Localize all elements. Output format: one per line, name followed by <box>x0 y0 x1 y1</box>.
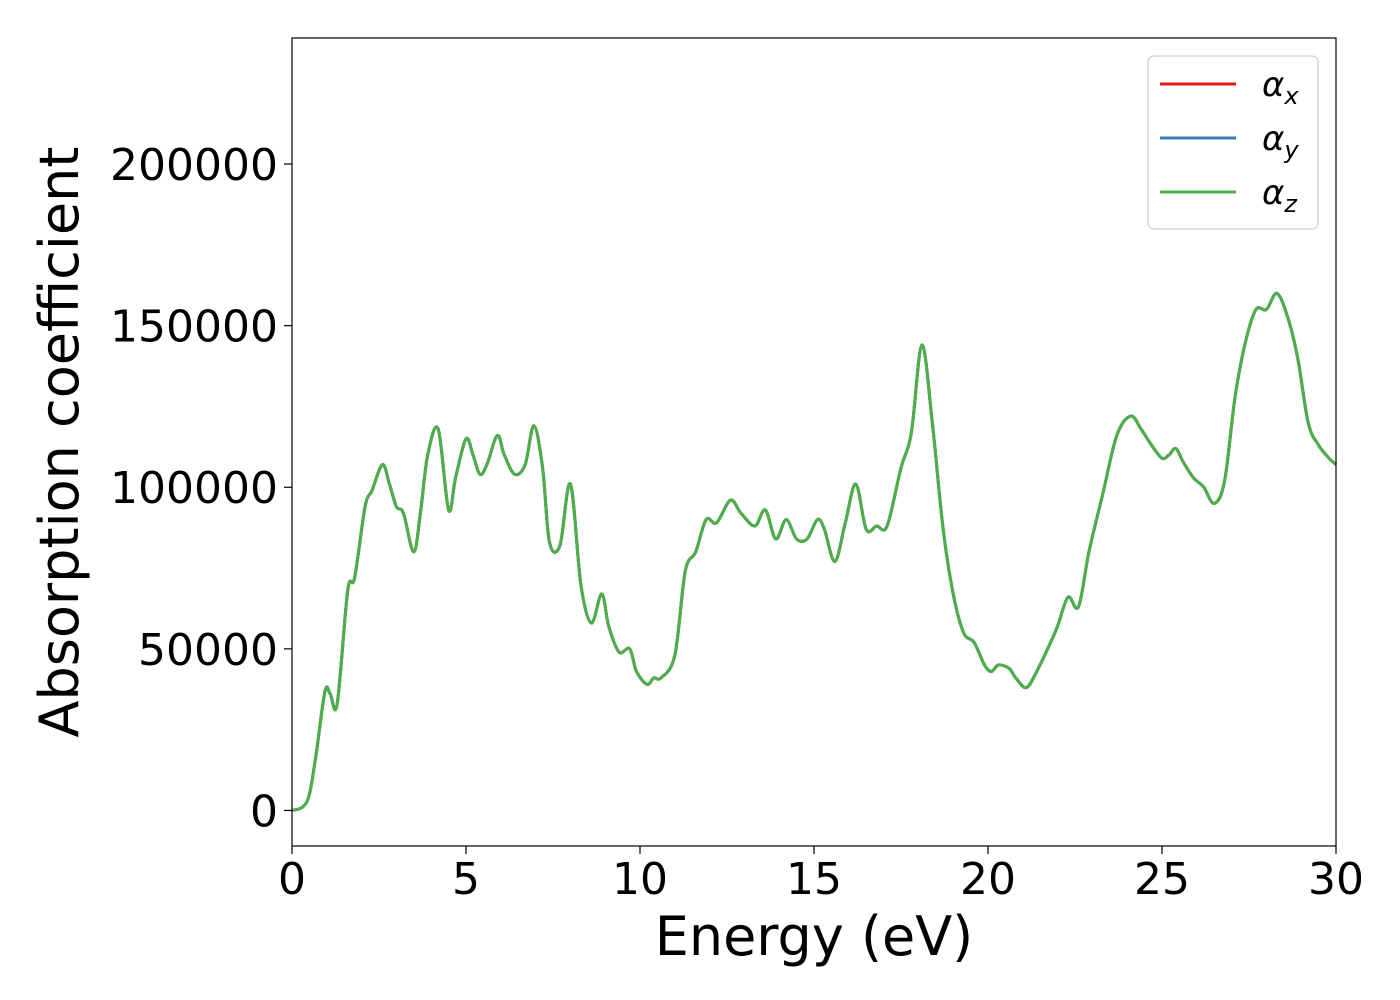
x-tick-label: 30 <box>1308 854 1364 905</box>
x-tick-label: 20 <box>960 854 1016 905</box>
series-line-3 <box>291 291 1338 812</box>
x-tick-label: 5 <box>452 854 480 905</box>
legend-box <box>1147 55 1319 230</box>
x-ticks: 0 5 10 15 20 25 30 <box>278 846 1364 905</box>
y-tick-label: 0 <box>250 786 278 837</box>
y-ticks: 0 50000 100000 150000 200000 <box>110 140 292 837</box>
y-tick-label: 50000 <box>138 625 278 676</box>
y-tick-label: 150000 <box>110 302 278 353</box>
legend-subscript: y <box>1283 136 1299 164</box>
x-tick-label: 15 <box>786 854 842 905</box>
y-axis-label: Absorption coefficient <box>28 147 91 738</box>
series-layer <box>291 291 1338 812</box>
x-tick-label: 0 <box>278 854 306 905</box>
x-tick-label: 25 <box>1134 854 1190 905</box>
x-tick-label: 10 <box>612 854 668 905</box>
series-line-2 <box>291 291 1338 812</box>
x-axis-label: Energy (eV) <box>655 905 974 968</box>
legend-subscript: x <box>1283 82 1299 110</box>
y-tick-label: 200000 <box>110 140 278 191</box>
y-tick-label: 100000 <box>110 463 278 514</box>
series-line-1 <box>291 291 1338 812</box>
legend-subscript: z <box>1283 190 1298 218</box>
